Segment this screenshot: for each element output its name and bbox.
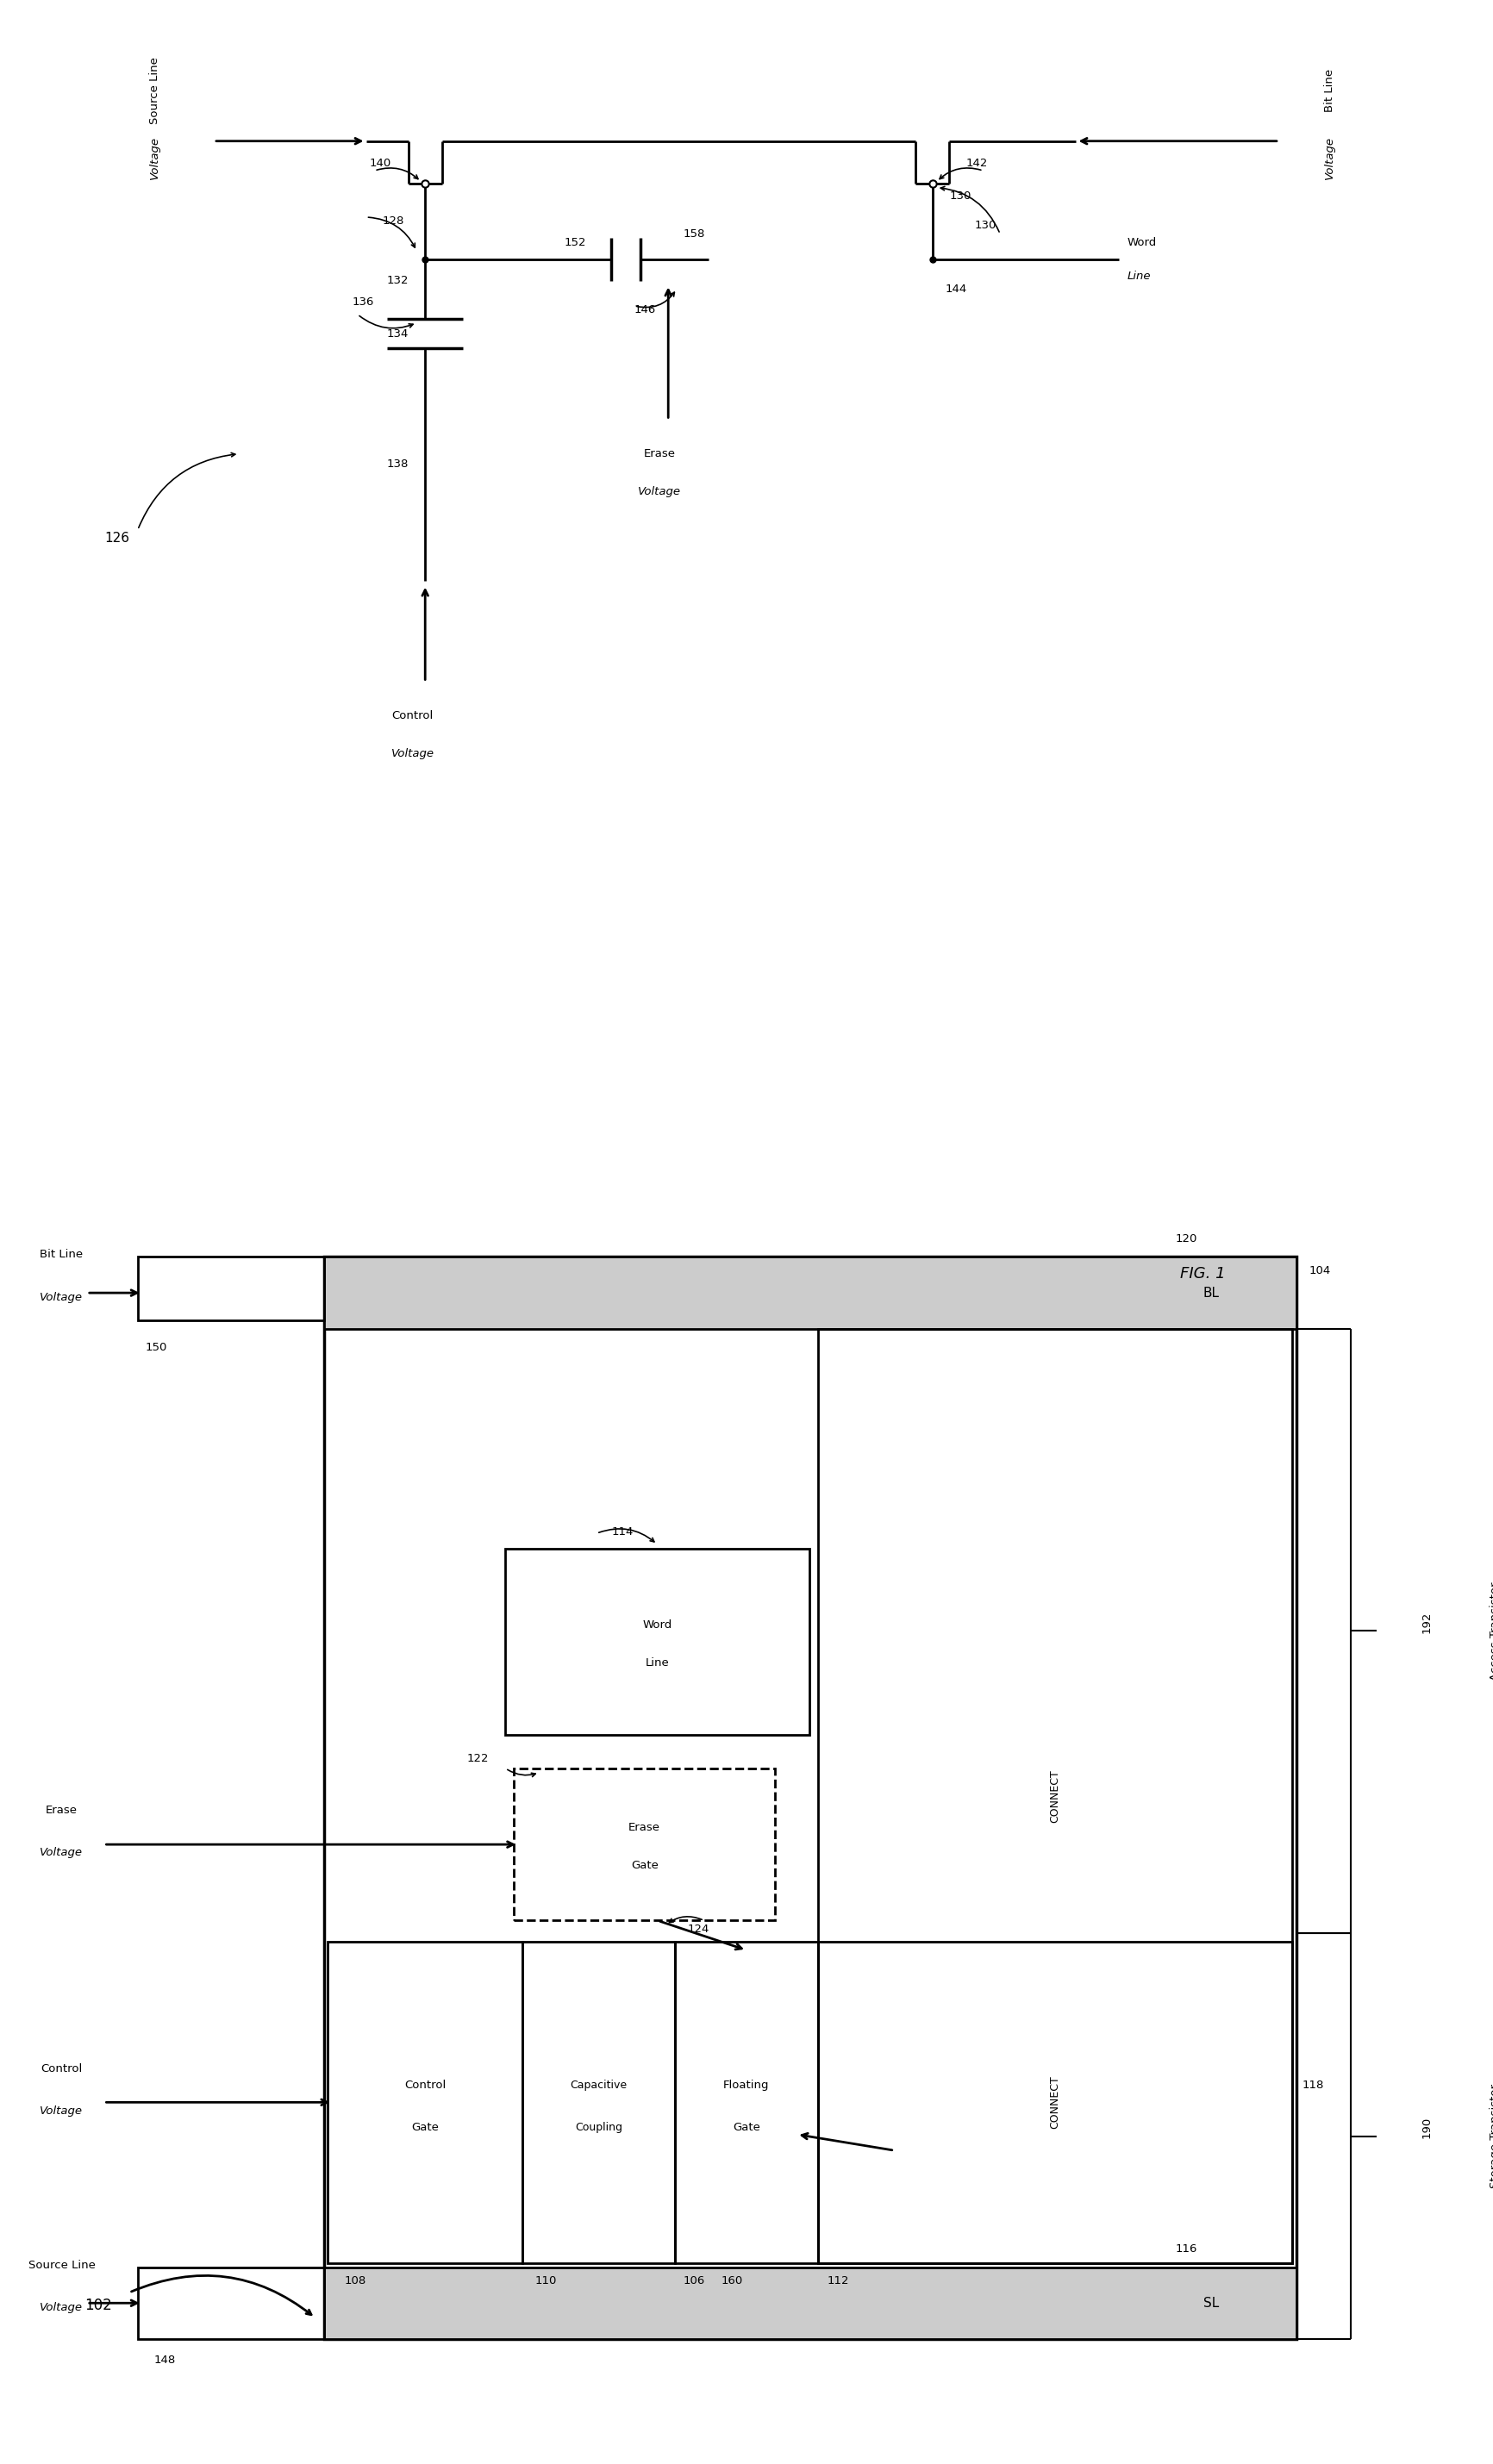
Text: 112: 112 xyxy=(827,2277,848,2287)
Text: Storage Transistor: Storage Transistor xyxy=(1489,2085,1493,2188)
Bar xyxy=(324,1257,1296,2338)
Bar xyxy=(324,2267,1296,2338)
Text: Gate: Gate xyxy=(632,1860,658,1870)
Text: 116: 116 xyxy=(1175,2242,1197,2255)
Text: FIG. 1: FIG. 1 xyxy=(1181,1266,1226,1281)
Text: 142: 142 xyxy=(966,158,988,170)
Bar xyxy=(506,1547,809,1735)
Text: 150: 150 xyxy=(145,1340,167,1353)
Text: 160: 160 xyxy=(721,2277,744,2287)
Text: Erase: Erase xyxy=(46,1806,78,1816)
Text: 144: 144 xyxy=(945,283,967,296)
Text: Gate: Gate xyxy=(412,2122,439,2134)
Text: 114: 114 xyxy=(612,1525,633,1538)
Text: Access Transistor: Access Transistor xyxy=(1489,1582,1493,1680)
Text: Voltage: Voltage xyxy=(40,1848,84,1858)
Text: Voltage: Voltage xyxy=(40,2104,84,2117)
Text: 138: 138 xyxy=(387,458,408,471)
Text: 108: 108 xyxy=(345,2277,367,2287)
Text: Word: Word xyxy=(1127,237,1157,249)
Text: 152: 152 xyxy=(564,237,585,249)
Bar xyxy=(818,1328,1291,2262)
Text: Coupling: Coupling xyxy=(575,2122,623,2134)
Text: 136: 136 xyxy=(352,296,375,308)
Text: 124: 124 xyxy=(687,1924,709,1934)
Text: Voltage: Voltage xyxy=(638,485,681,498)
Text: Capacitive: Capacitive xyxy=(570,2080,627,2092)
Text: 130: 130 xyxy=(975,219,997,232)
Bar xyxy=(137,2267,324,2338)
Bar xyxy=(818,1942,1291,2262)
Text: Bit Line: Bit Line xyxy=(40,1249,84,1262)
Text: 128: 128 xyxy=(382,217,405,227)
Text: Control: Control xyxy=(40,2062,82,2075)
Text: Erase: Erase xyxy=(629,1821,660,1833)
Text: Erase: Erase xyxy=(643,448,676,458)
Text: 158: 158 xyxy=(682,229,705,239)
Text: SL: SL xyxy=(1203,2296,1220,2309)
Text: 118: 118 xyxy=(1302,2080,1324,2092)
Text: Gate: Gate xyxy=(733,2122,760,2134)
Text: 190: 190 xyxy=(1421,2117,1433,2139)
Text: Voltage: Voltage xyxy=(391,749,434,759)
Text: Voltage: Voltage xyxy=(1324,136,1335,180)
Bar xyxy=(523,1942,675,2262)
Text: BL: BL xyxy=(1203,1286,1220,1299)
Text: Source Line: Source Line xyxy=(28,2259,96,2272)
Text: Voltage: Voltage xyxy=(40,2301,84,2314)
Text: Control: Control xyxy=(391,710,433,722)
Text: Control: Control xyxy=(405,2080,446,2092)
Text: 120: 120 xyxy=(1175,1232,1197,1244)
Bar xyxy=(324,1257,1296,1328)
Text: 192: 192 xyxy=(1421,1611,1433,1634)
Bar xyxy=(675,1942,818,2262)
Bar xyxy=(514,1769,775,1919)
Text: 146: 146 xyxy=(635,306,655,315)
Text: CONNECT: CONNECT xyxy=(1050,2075,1060,2129)
Bar xyxy=(328,1942,523,2262)
Text: Source Line: Source Line xyxy=(149,57,160,123)
Text: 134: 134 xyxy=(387,328,408,340)
Text: 102: 102 xyxy=(85,2296,112,2314)
Text: Floating: Floating xyxy=(724,2080,769,2092)
Text: Line: Line xyxy=(1127,271,1151,281)
Text: 140: 140 xyxy=(370,158,391,170)
Text: CONNECT: CONNECT xyxy=(1050,1769,1060,1823)
Bar xyxy=(137,1257,324,1321)
Text: 104: 104 xyxy=(1309,1266,1330,1276)
Text: 132: 132 xyxy=(387,276,408,286)
Text: Word: Word xyxy=(642,1619,672,1631)
Text: Voltage: Voltage xyxy=(40,1291,84,1303)
Text: 126: 126 xyxy=(105,532,130,545)
Text: Voltage: Voltage xyxy=(149,136,160,180)
Text: 110: 110 xyxy=(534,2277,557,2287)
Text: 122: 122 xyxy=(467,1752,488,1764)
Text: Line: Line xyxy=(645,1658,669,1668)
Text: 148: 148 xyxy=(154,2353,176,2365)
Text: 130: 130 xyxy=(950,190,972,202)
Text: Bit Line: Bit Line xyxy=(1324,69,1335,111)
Text: 106: 106 xyxy=(682,2277,705,2287)
